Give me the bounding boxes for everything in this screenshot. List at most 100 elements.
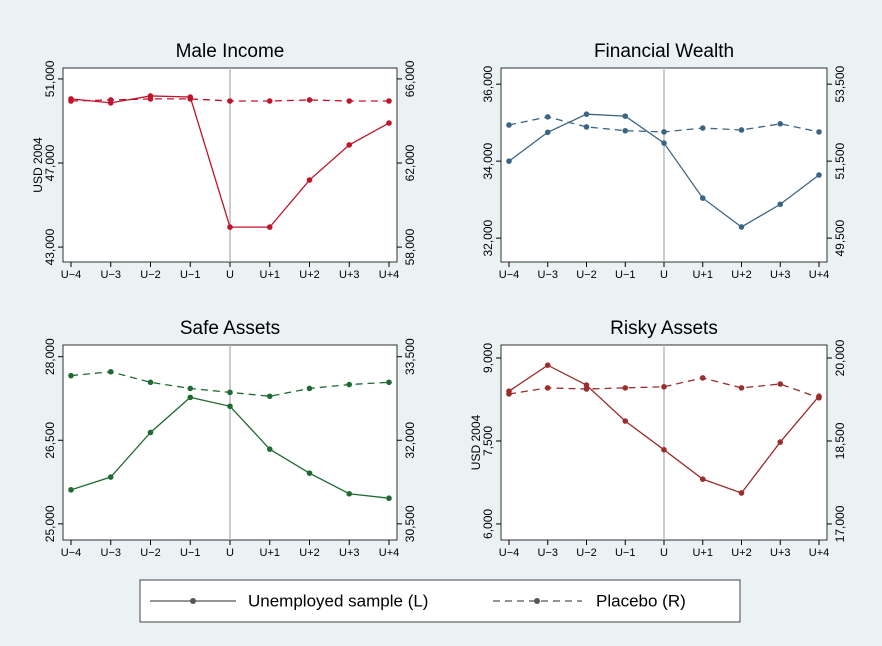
x-tick-label: U+1 bbox=[693, 269, 714, 281]
y2-tick-label: 58,000 bbox=[403, 228, 417, 265]
point bbox=[506, 391, 512, 397]
point bbox=[738, 385, 745, 391]
x-tick-label: U+1 bbox=[260, 269, 281, 281]
point bbox=[777, 439, 784, 445]
legend-label: Unemployed sample (L) bbox=[248, 591, 428, 610]
point bbox=[346, 98, 353, 104]
x-tick-label: U−1 bbox=[615, 269, 636, 281]
point bbox=[738, 127, 745, 133]
point bbox=[68, 487, 74, 493]
point bbox=[777, 201, 784, 208]
y-tick-label: 7,500 bbox=[481, 426, 495, 456]
point bbox=[583, 386, 590, 392]
y2-tick-label: 62,000 bbox=[403, 144, 417, 181]
x-tick-label: U−4 bbox=[61, 547, 82, 559]
y-tick-label: 47,000 bbox=[43, 144, 57, 181]
point bbox=[68, 372, 74, 379]
point bbox=[187, 96, 194, 102]
y-tick-label: 34,000 bbox=[481, 142, 495, 179]
y-tick-label: 26,500 bbox=[43, 422, 57, 459]
point bbox=[506, 158, 512, 164]
point bbox=[306, 177, 313, 183]
point bbox=[661, 140, 667, 146]
chart-title: Financial Wealth bbox=[594, 41, 734, 62]
y2-tick-label: 66,000 bbox=[403, 60, 417, 97]
point bbox=[583, 124, 590, 130]
x-tick-label: U−3 bbox=[101, 269, 122, 281]
point bbox=[622, 385, 629, 391]
x-tick-label: U+4 bbox=[809, 547, 830, 559]
x-tick-label: U+2 bbox=[299, 269, 320, 281]
x-tick-label: U−2 bbox=[140, 547, 161, 559]
x-tick-label: U+2 bbox=[731, 269, 752, 281]
chart-title: Male Income bbox=[176, 41, 285, 62]
x-tick-label: U−1 bbox=[180, 269, 201, 281]
x-tick-label: U−3 bbox=[538, 547, 559, 559]
y-tick-label: 36,000 bbox=[481, 65, 495, 102]
y-tick-label: 6,000 bbox=[481, 509, 495, 539]
point bbox=[68, 98, 74, 104]
y-tick-label: 43,000 bbox=[43, 228, 57, 265]
x-tick-label: U+3 bbox=[339, 547, 360, 559]
point bbox=[699, 125, 706, 131]
point bbox=[107, 474, 114, 480]
x-tick-label: U−2 bbox=[140, 269, 161, 281]
point bbox=[699, 195, 706, 201]
point bbox=[187, 385, 194, 392]
x-tick-label: U−4 bbox=[61, 269, 82, 281]
point bbox=[622, 113, 629, 119]
point bbox=[227, 98, 233, 104]
y2-tick-label: 17,000 bbox=[833, 505, 847, 542]
y2-tick-label: 51,500 bbox=[833, 142, 847, 179]
point bbox=[583, 382, 590, 388]
chart-title: Risky Assets bbox=[610, 318, 718, 339]
point bbox=[622, 127, 629, 134]
point bbox=[266, 98, 273, 104]
x-tick-label: U−2 bbox=[576, 547, 597, 559]
series-line-dashed bbox=[508, 377, 820, 399]
point bbox=[266, 446, 273, 452]
x-tick-label: U bbox=[226, 269, 234, 281]
point bbox=[306, 97, 313, 103]
point bbox=[346, 381, 353, 388]
x-tick-label: U−3 bbox=[101, 547, 122, 559]
y-tick-label: 32,000 bbox=[481, 219, 495, 256]
point bbox=[699, 375, 706, 381]
x-tick-label: U+4 bbox=[809, 269, 830, 281]
point bbox=[346, 490, 353, 497]
x-tick-label: U bbox=[660, 269, 668, 281]
point bbox=[227, 224, 233, 230]
x-tick-label: U−4 bbox=[499, 269, 520, 281]
point bbox=[306, 385, 313, 392]
y2-tick-label: 33,500 bbox=[403, 338, 417, 375]
point bbox=[187, 394, 194, 401]
point bbox=[107, 97, 114, 103]
point bbox=[147, 96, 154, 102]
point bbox=[386, 98, 392, 104]
point bbox=[544, 362, 551, 368]
y2-tick-label: 20,000 bbox=[833, 339, 847, 376]
point bbox=[738, 224, 745, 230]
point bbox=[622, 418, 629, 424]
y-tick-label: 51,000 bbox=[43, 60, 57, 97]
point bbox=[227, 389, 233, 396]
y-tick-label: 9,000 bbox=[481, 343, 495, 373]
point bbox=[661, 383, 667, 390]
point bbox=[506, 122, 512, 128]
x-tick-label: U+1 bbox=[693, 547, 714, 559]
point bbox=[147, 379, 154, 386]
point bbox=[306, 470, 313, 476]
y-tick-label: 28,000 bbox=[43, 338, 57, 375]
point bbox=[346, 142, 353, 148]
point bbox=[386, 120, 392, 126]
x-tick-label: U+3 bbox=[770, 547, 791, 559]
point bbox=[777, 381, 784, 387]
x-tick-label: U−1 bbox=[180, 547, 201, 559]
x-tick-label: U+2 bbox=[731, 547, 752, 559]
x-tick-label: U−4 bbox=[499, 547, 520, 559]
y-axis-label: USD 2004 bbox=[469, 414, 483, 470]
x-tick-label: U bbox=[226, 547, 234, 559]
point bbox=[738, 490, 745, 496]
x-tick-label: U−1 bbox=[615, 547, 636, 559]
